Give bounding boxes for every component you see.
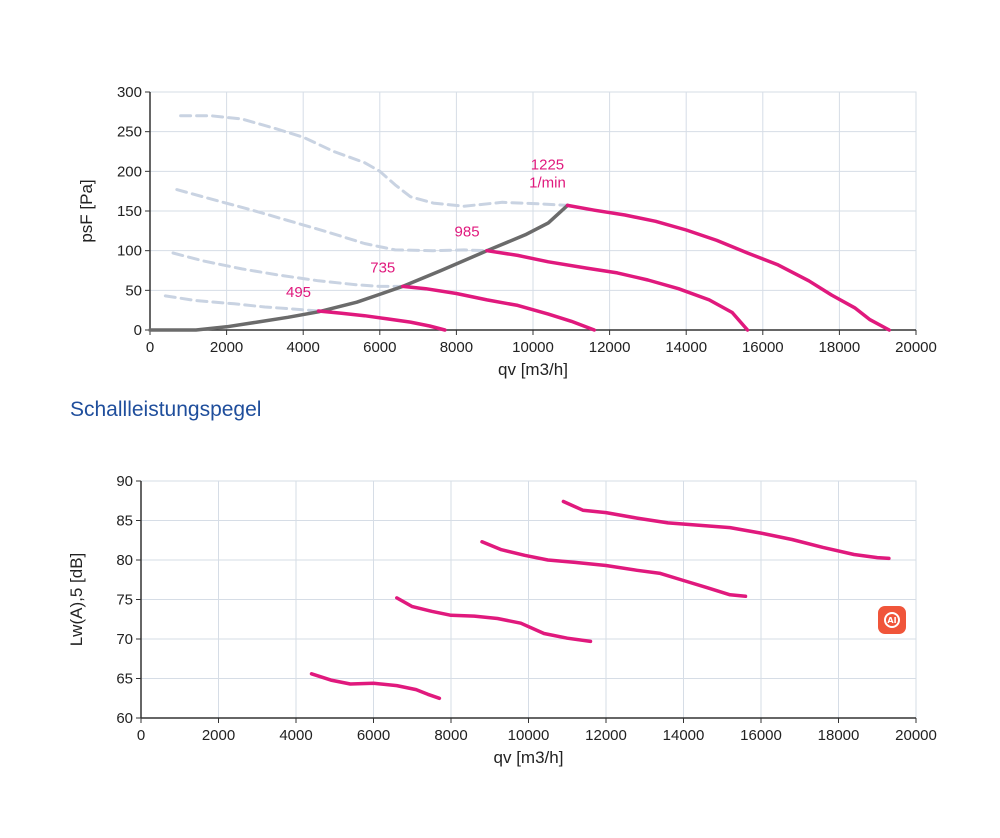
operating-limit-curve bbox=[179, 114, 569, 208]
sound-power-chart: 0 2000 4000 6000 8000 10000 12000 14000 16000 180… bbox=[67, 473, 937, 767]
section-title: Schallleistungspegel bbox=[70, 398, 262, 421]
speed-label: 495 bbox=[286, 284, 311, 301]
tick-label-x: 20000 bbox=[895, 339, 937, 356]
tick-label-y: 90 bbox=[116, 473, 133, 490]
speed-curve-985 bbox=[485, 248, 750, 332]
tick-label-y: 250 bbox=[117, 124, 142, 141]
tick-label-y: 0 bbox=[134, 322, 142, 339]
speed-unit-label: 1/min bbox=[529, 174, 566, 191]
tick-label-y: 60 bbox=[116, 710, 133, 727]
x-axis-label: qv [m3/h] bbox=[494, 748, 564, 767]
pressure-chart: 0 2000 4000 6000 8000 10000 12000 14000 16000 180… bbox=[77, 84, 937, 379]
operating-limit-curve bbox=[171, 251, 405, 288]
tick-label-x: 2000 bbox=[210, 339, 243, 356]
tick-label-x: 0 bbox=[146, 339, 154, 356]
tick-label-x: 14000 bbox=[663, 727, 705, 744]
tick-label-x: 12000 bbox=[585, 727, 627, 744]
tick-label-x: 10000 bbox=[512, 339, 554, 356]
y-axis-label: psF [Pa] bbox=[77, 179, 96, 242]
tick-label-y: 200 bbox=[117, 163, 142, 180]
speed-curve-495 bbox=[309, 672, 442, 701]
tick-label-x: 14000 bbox=[665, 339, 707, 356]
speed-label: 735 bbox=[370, 259, 395, 276]
speed-curve-735 bbox=[395, 596, 593, 644]
tick-label-y: 75 bbox=[116, 592, 133, 609]
tick-label-x: 8000 bbox=[434, 727, 467, 744]
tick-label-y: 70 bbox=[116, 631, 133, 648]
y-axis-label: Lw(A),5 [dB] bbox=[67, 553, 86, 647]
tick-label-x: 4000 bbox=[279, 727, 312, 744]
tick-label-y: 300 bbox=[117, 84, 142, 101]
system-curve bbox=[148, 203, 570, 332]
ai-badge[interactable]: AI bbox=[878, 606, 906, 634]
speed-curve-985 bbox=[480, 540, 748, 599]
speed-curve-495 bbox=[316, 309, 447, 332]
speed-curve-1225 bbox=[561, 499, 891, 561]
tick-label-x: 16000 bbox=[740, 727, 782, 744]
tick-label-x: 8000 bbox=[440, 339, 473, 356]
tick-label-y: 85 bbox=[116, 513, 133, 530]
tick-label-y: 80 bbox=[116, 552, 133, 569]
tick-label-x: 18000 bbox=[819, 339, 861, 356]
tick-label-y: 50 bbox=[125, 282, 142, 299]
tick-label-x: 6000 bbox=[363, 339, 396, 356]
speed-label: 985 bbox=[455, 224, 480, 241]
tick-label-x: 0 bbox=[137, 727, 145, 744]
tick-label-x: 20000 bbox=[895, 727, 937, 744]
tick-label-y: 150 bbox=[117, 203, 142, 220]
tick-label-x: 16000 bbox=[742, 339, 784, 356]
operating-limit-curve bbox=[163, 294, 320, 313]
ai-icon: AI bbox=[884, 612, 900, 628]
operating-limit-curve bbox=[175, 188, 489, 253]
tick-label-x: 4000 bbox=[287, 339, 320, 356]
speed-curve-1225 bbox=[565, 203, 891, 332]
speed-label: 1225 bbox=[531, 156, 564, 173]
tick-label-y: 100 bbox=[117, 243, 142, 260]
tick-label-x: 6000 bbox=[357, 727, 390, 744]
speed-curve-735 bbox=[401, 284, 597, 332]
x-axis-label: qv [m3/h] bbox=[498, 360, 568, 379]
tick-label-x: 12000 bbox=[589, 339, 631, 356]
tick-label-y: 65 bbox=[116, 671, 133, 688]
tick-label-x: 18000 bbox=[818, 727, 860, 744]
tick-label-x: 2000 bbox=[202, 727, 235, 744]
tick-label-x: 10000 bbox=[508, 727, 550, 744]
